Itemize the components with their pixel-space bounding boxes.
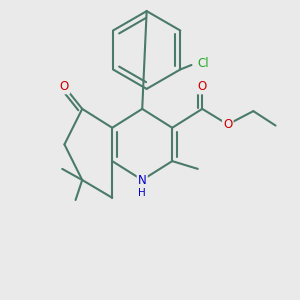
Text: H: H xyxy=(138,188,146,198)
Text: N: N xyxy=(138,173,147,187)
Text: O: O xyxy=(60,80,69,93)
Text: O: O xyxy=(223,118,232,131)
Text: O: O xyxy=(198,80,207,93)
Text: Cl: Cl xyxy=(198,57,209,70)
